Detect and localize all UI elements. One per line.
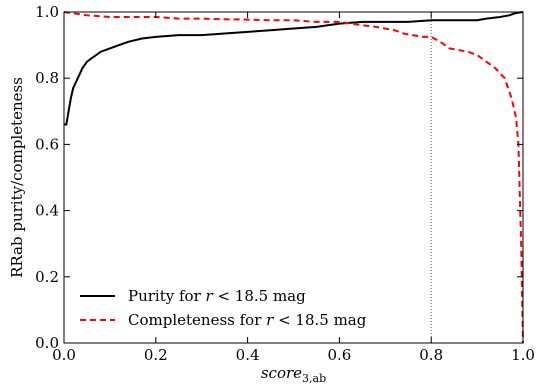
- y-axis-title: RRab purity/completeness: [8, 77, 26, 278]
- y-tick-label: 0.4: [35, 202, 59, 220]
- legend-purity-label-b: < 18.5 mag: [213, 287, 306, 305]
- legend: Purity for r < 18.5 mag Completeness for…: [80, 287, 367, 329]
- purity-line: [64, 11, 524, 126]
- x-tick-label: 0.8: [419, 346, 443, 364]
- legend-completeness-label-a: Completeness for: [128, 311, 266, 329]
- legend-completeness-label-b: < 18.5 mag: [273, 311, 366, 329]
- y-tick-label: 0.8: [35, 69, 59, 87]
- x-axis-title-main: score: [261, 364, 302, 382]
- x-tick-label: 0.2: [144, 346, 168, 364]
- completeness-line: [63, 11, 524, 344]
- x-tick-label: 1.0: [511, 346, 535, 364]
- legend-purity-label-r: r: [206, 287, 214, 305]
- legend-purity-label: Purity for r < 18.5 mag: [128, 287, 306, 305]
- legend-completeness-label: Completeness for r < 18.5 mag: [128, 311, 367, 329]
- y-tick-label: 1.0: [35, 3, 59, 21]
- y-tick-label: 0.2: [35, 268, 59, 286]
- legend-completeness-label-r: r: [266, 311, 274, 329]
- x-tick-label: 0.6: [327, 346, 351, 364]
- y-tick-label: 0.6: [35, 135, 59, 153]
- x-tick-label: 0.4: [236, 346, 260, 364]
- x-tick-label: 0.0: [52, 346, 76, 364]
- x-axis-title-sub: 3,ab: [302, 372, 326, 384]
- x-axis-title: score3,ab: [261, 364, 326, 384]
- legend-purity-label-a: Purity for: [128, 287, 206, 305]
- y-tick-label: 0.0: [35, 334, 59, 352]
- plot-frame: [63, 11, 524, 344]
